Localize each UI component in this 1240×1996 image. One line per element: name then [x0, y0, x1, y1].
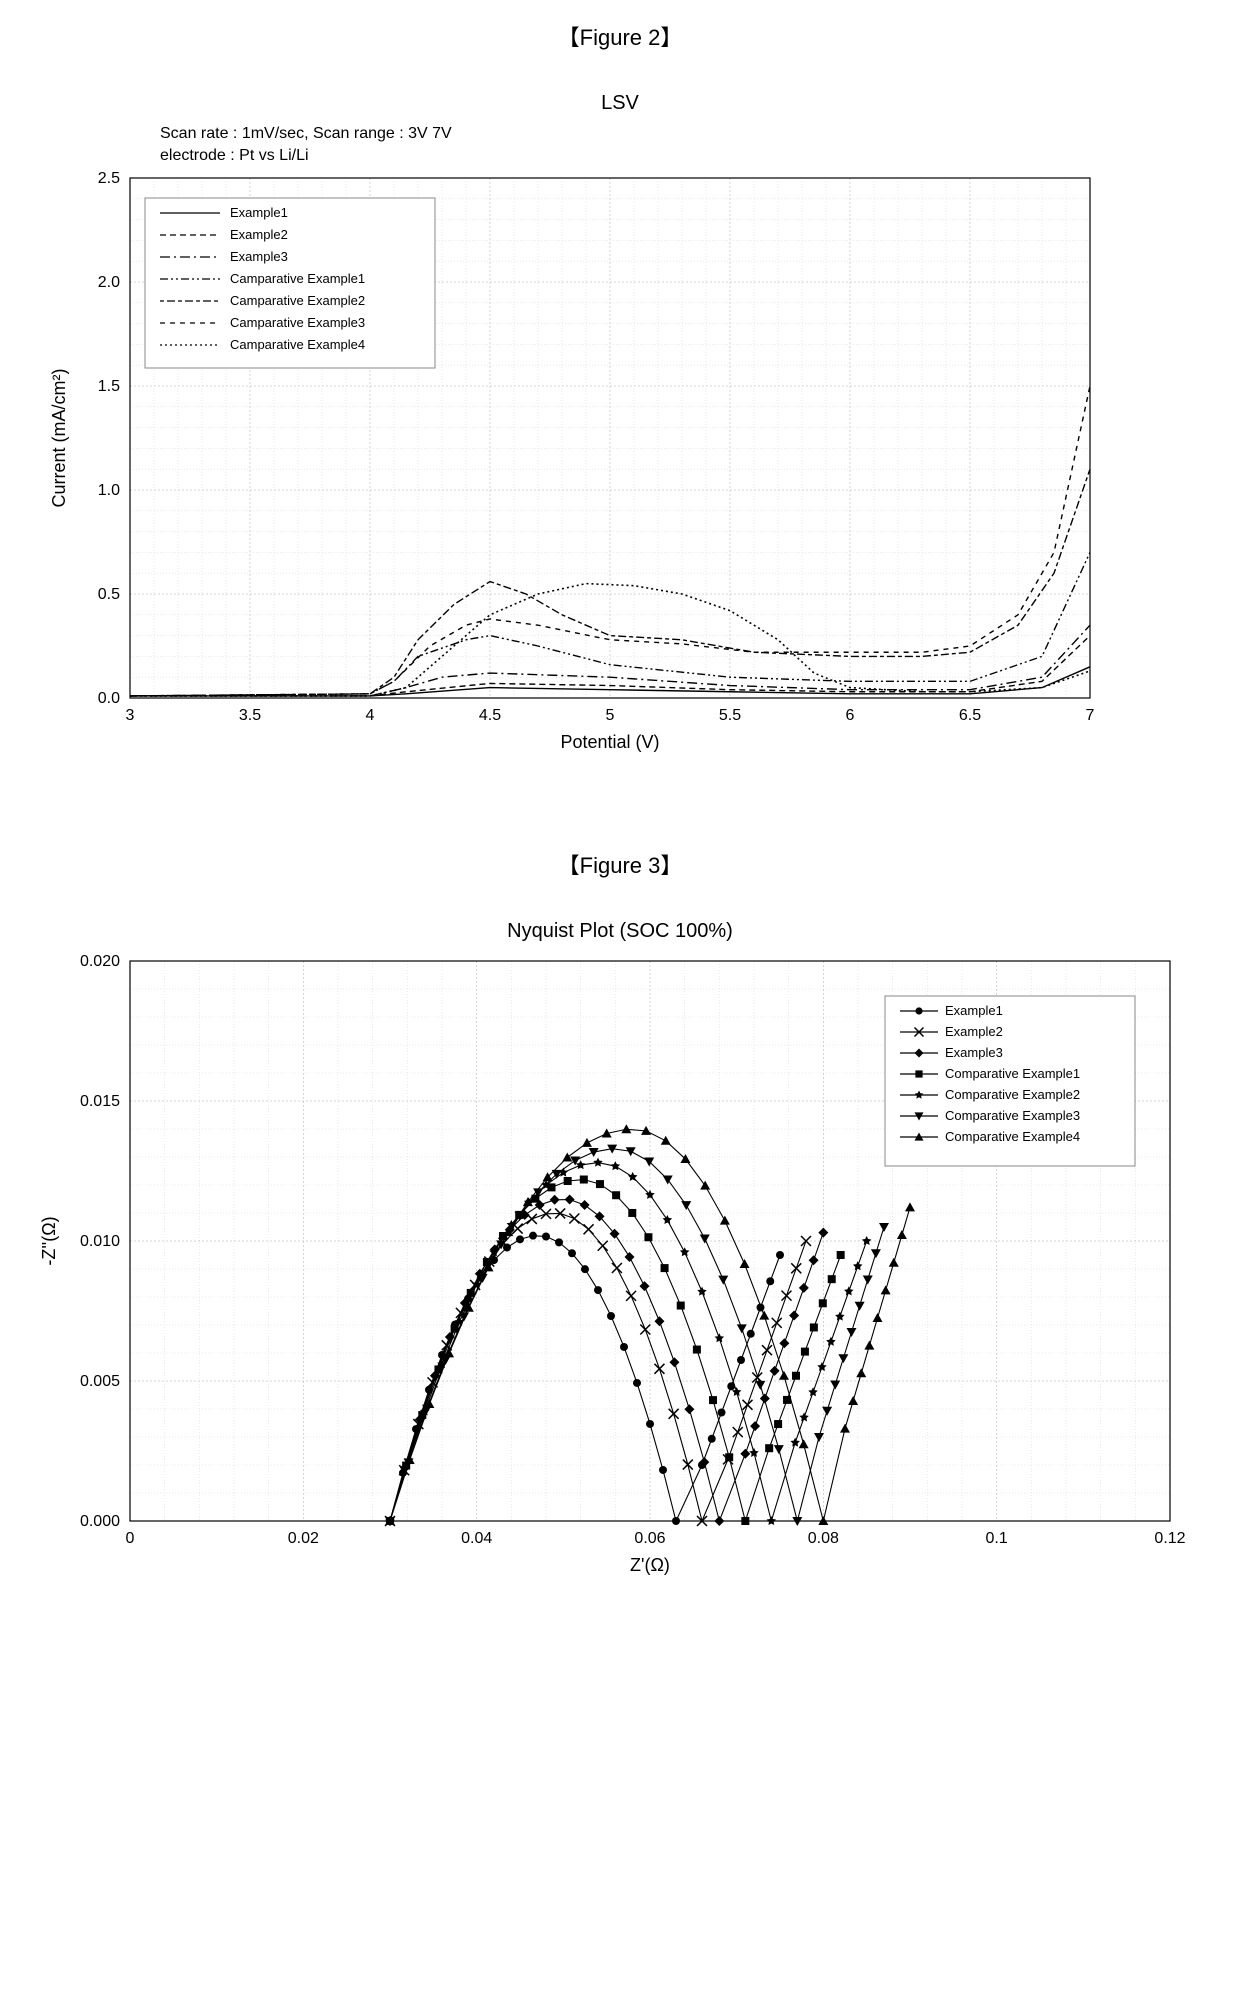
svg-text:0.005: 0.005	[80, 1373, 120, 1390]
svg-text:Example1: Example1	[945, 1003, 1003, 1018]
figure-2-subtitle1: Scan rate : 1mV/sec, Scan range : 3V 7V	[160, 123, 1220, 145]
svg-text:Comparative Example1: Comparative Example1	[945, 1066, 1080, 1081]
svg-text:1.5: 1.5	[98, 378, 120, 395]
svg-text:0.010: 0.010	[80, 1233, 120, 1250]
svg-text:5.5: 5.5	[719, 707, 741, 724]
svg-text:Example2: Example2	[230, 227, 288, 242]
svg-text:0.1: 0.1	[986, 1530, 1008, 1547]
svg-text:4: 4	[366, 707, 375, 724]
figure-3-title: Nyquist Plot (SOC 100%)	[20, 920, 1220, 943]
svg-text:0.12: 0.12	[1154, 1530, 1185, 1547]
figure-3-chart: 0 0.02 0.04 0.06 0.08 0.1 0.12 0.000 0.005 0.010 0…	[20, 951, 1220, 1591]
svg-text:Example3: Example3	[945, 1045, 1003, 1060]
svg-text:0.015: 0.015	[80, 1093, 120, 1110]
figure-2-caption: 【Figure 2】	[20, 20, 1220, 52]
svg-text:Camparative Example1: Camparative Example1	[230, 271, 365, 286]
svg-text:-Z''(Ω): -Z''(Ω)	[39, 1216, 59, 1265]
svg-text:0.000: 0.000	[80, 1513, 120, 1530]
svg-text:0.0: 0.0	[98, 690, 120, 707]
figure-3-caption: 【Figure 3】	[20, 848, 1220, 880]
svg-text:Example1: Example1	[230, 205, 288, 220]
svg-text:0.06: 0.06	[634, 1530, 665, 1547]
svg-text:6: 6	[846, 707, 855, 724]
figure-2-subtitle2: electrode : Pt vs Li/Li	[160, 145, 1220, 167]
svg-text:7: 7	[1086, 707, 1095, 724]
figure-2-svg: 3 3.5 4 4.5 5 5.5 6 6.5 7 0.0 0.5 1.0 1.5 2.0 2.5 Poten…	[20, 168, 1120, 768]
svg-text:Example3: Example3	[230, 249, 288, 264]
svg-text:Potential (V): Potential (V)	[560, 732, 659, 752]
svg-text:2.5: 2.5	[98, 170, 120, 187]
figure-3: 【Figure 3】 Nyquist Plot (SOC 100%) 0 0.02…	[20, 848, 1220, 1591]
svg-text:3.5: 3.5	[239, 707, 261, 724]
svg-text:5: 5	[606, 707, 615, 724]
figure-2-chart: 3 3.5 4 4.5 5 5.5 6 6.5 7 0.0 0.5 1.0 1.5 2.0 2.5 Poten…	[20, 168, 1220, 768]
svg-text:4.5: 4.5	[479, 707, 501, 724]
svg-text:Z'(Ω): Z'(Ω)	[630, 1555, 670, 1575]
svg-text:2.0: 2.0	[98, 274, 120, 291]
svg-text:1.0: 1.0	[98, 482, 120, 499]
svg-text:Comparative Example4: Comparative Example4	[945, 1129, 1080, 1144]
svg-text:Comparative Example3: Comparative Example3	[945, 1108, 1080, 1123]
svg-text:Camparative Example4: Camparative Example4	[230, 337, 365, 352]
svg-text:0.08: 0.08	[808, 1530, 839, 1547]
svg-text:Example2: Example2	[945, 1024, 1003, 1039]
svg-text:0.02: 0.02	[288, 1530, 319, 1547]
svg-text:3: 3	[126, 707, 135, 724]
figure-2: 【Figure 2】 LSV Scan rate : 1mV/sec, Scan…	[20, 20, 1220, 768]
svg-text:0.5: 0.5	[98, 586, 120, 603]
svg-text:0.020: 0.020	[80, 953, 120, 970]
svg-text:Current (mA/cm²): Current (mA/cm²)	[49, 368, 69, 507]
svg-text:0.04: 0.04	[461, 1530, 492, 1547]
svg-text:Camparative Example3: Camparative Example3	[230, 315, 365, 330]
svg-text:0: 0	[126, 1530, 135, 1547]
figure-2-title: LSV	[20, 92, 1220, 115]
svg-text:Camparative Example2: Camparative Example2	[230, 293, 365, 308]
svg-text:6.5: 6.5	[959, 707, 981, 724]
figure-3-svg: 0 0.02 0.04 0.06 0.08 0.1 0.12 0.000 0.005 0.010 0…	[20, 951, 1200, 1591]
svg-text:Comparative Example2: Comparative Example2	[945, 1087, 1080, 1102]
